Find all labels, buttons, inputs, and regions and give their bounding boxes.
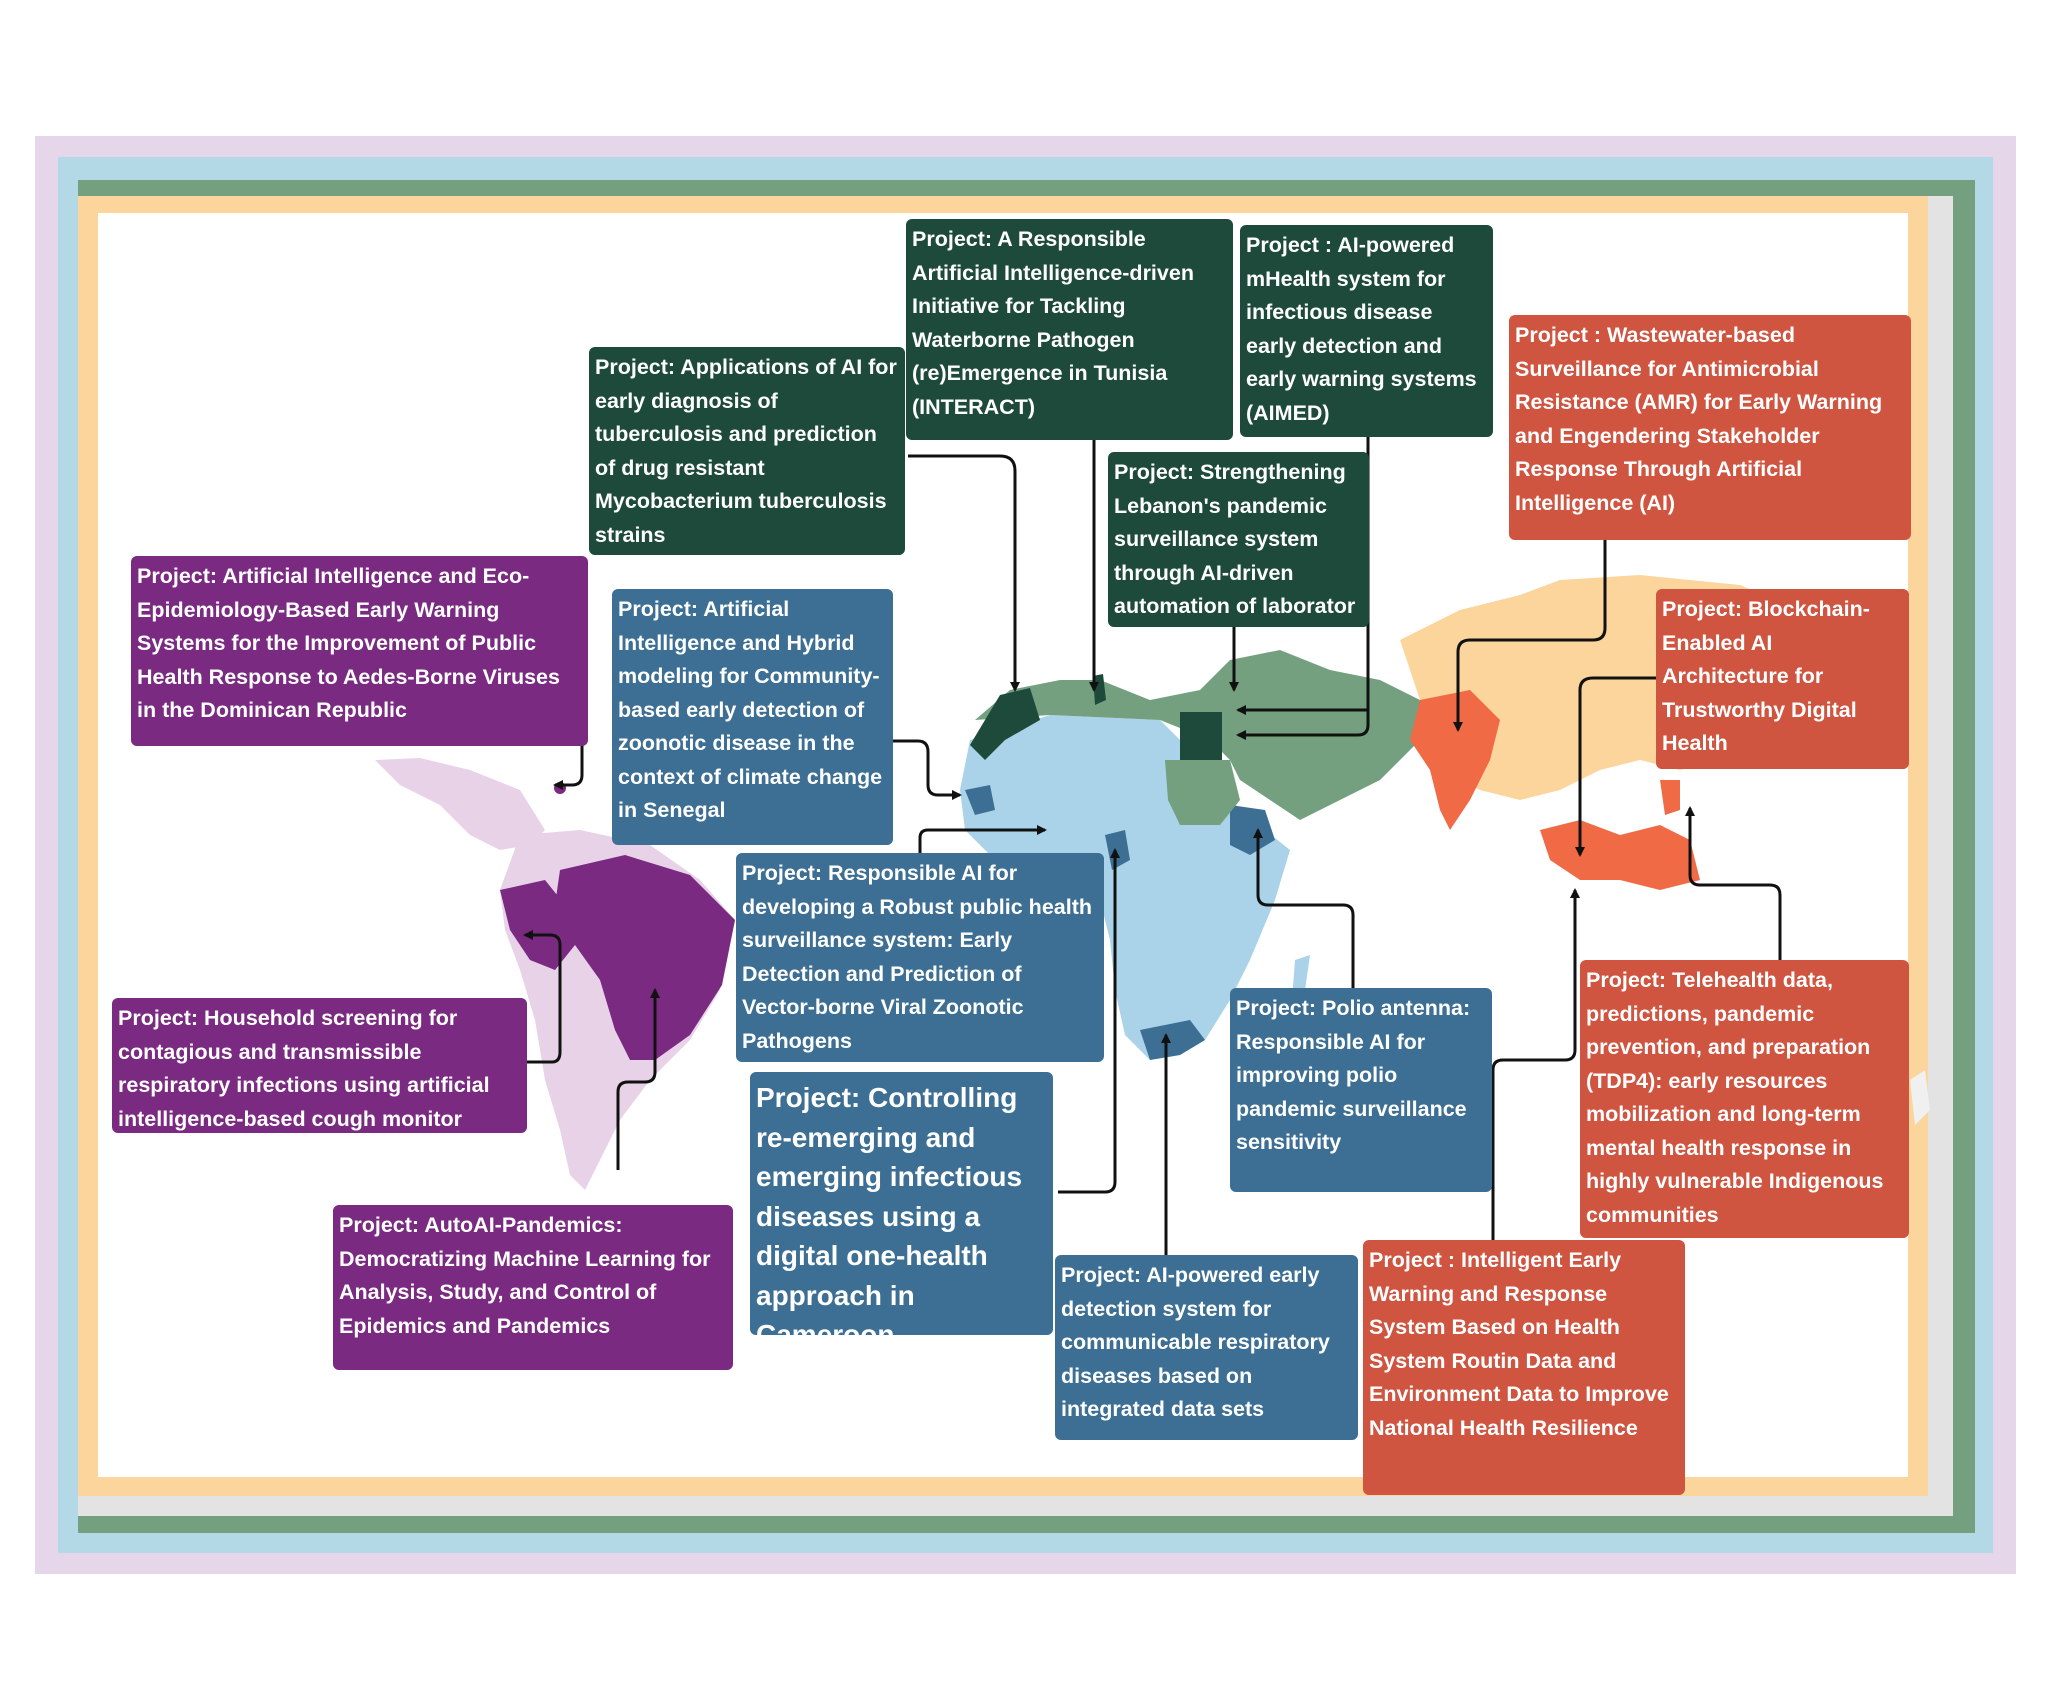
brazil-highlight — [555, 855, 735, 1060]
project-box-respiratory-detection: Project: AI-powered early detection syst… — [1055, 1255, 1358, 1440]
south-africa-highlight — [1140, 1020, 1205, 1060]
central-america-region — [375, 758, 545, 850]
project-box-intelligent-early-warning: Project : Intelligent Early Warning and … — [1363, 1240, 1685, 1495]
project-box-tuberculosis: Project: Applications of AI for early di… — [589, 347, 905, 555]
project-box-interact-tunisia: Project: A Responsible Artificial Intell… — [906, 219, 1233, 440]
india-highlight — [1410, 690, 1500, 830]
project-box-telehealth-tdp4: Project: Telehealth data, predictions, p… — [1580, 960, 1909, 1238]
project-box-polio-antenna: Project: Polio antenna: Responsible AI f… — [1230, 988, 1492, 1192]
project-box-wastewater-amr: Project : Wastewater-based Surveillance … — [1509, 315, 1911, 540]
west-africa-highlight — [965, 785, 995, 815]
ethiopia-highlight — [1230, 805, 1275, 855]
egypt-highlight — [1180, 712, 1222, 760]
southeast-asia-highlight — [1540, 820, 1700, 890]
morocco-highlight — [970, 688, 1040, 760]
peru-highlight — [500, 880, 575, 970]
project-box-aedes-dominican: Project: Artificial Intelligence and Eco… — [131, 556, 588, 746]
sudan-region — [1165, 760, 1240, 825]
project-box-blockchain: Project: Blockchain-Enabled AI Architect… — [1656, 589, 1909, 769]
project-box-cough-monitor: Project: Household screening for contagi… — [112, 998, 527, 1133]
project-box-lebanon: Project: Strengthening Lebanon's pandemi… — [1108, 452, 1369, 627]
project-box-autoai-pandemics: Project: AutoAI-Pandemics: Democratizing… — [333, 1205, 733, 1370]
project-box-aimed: Project : AI-powered mHealth system for … — [1240, 225, 1493, 437]
new-zealand — [1910, 1070, 1930, 1125]
project-box-cameroon-one-health: Project: Controlling re-emerging and eme… — [750, 1072, 1053, 1350]
project-box-senegal-zoonotic: Project: Artificial Intelligence and Hyb… — [612, 589, 893, 845]
tunisia-highlight — [1093, 674, 1106, 705]
connector-lines — [523, 437, 1782, 1258]
philippines-highlight — [1660, 780, 1680, 815]
project-box-vector-borne: Project: Responsible AI for developing a… — [736, 853, 1104, 1062]
